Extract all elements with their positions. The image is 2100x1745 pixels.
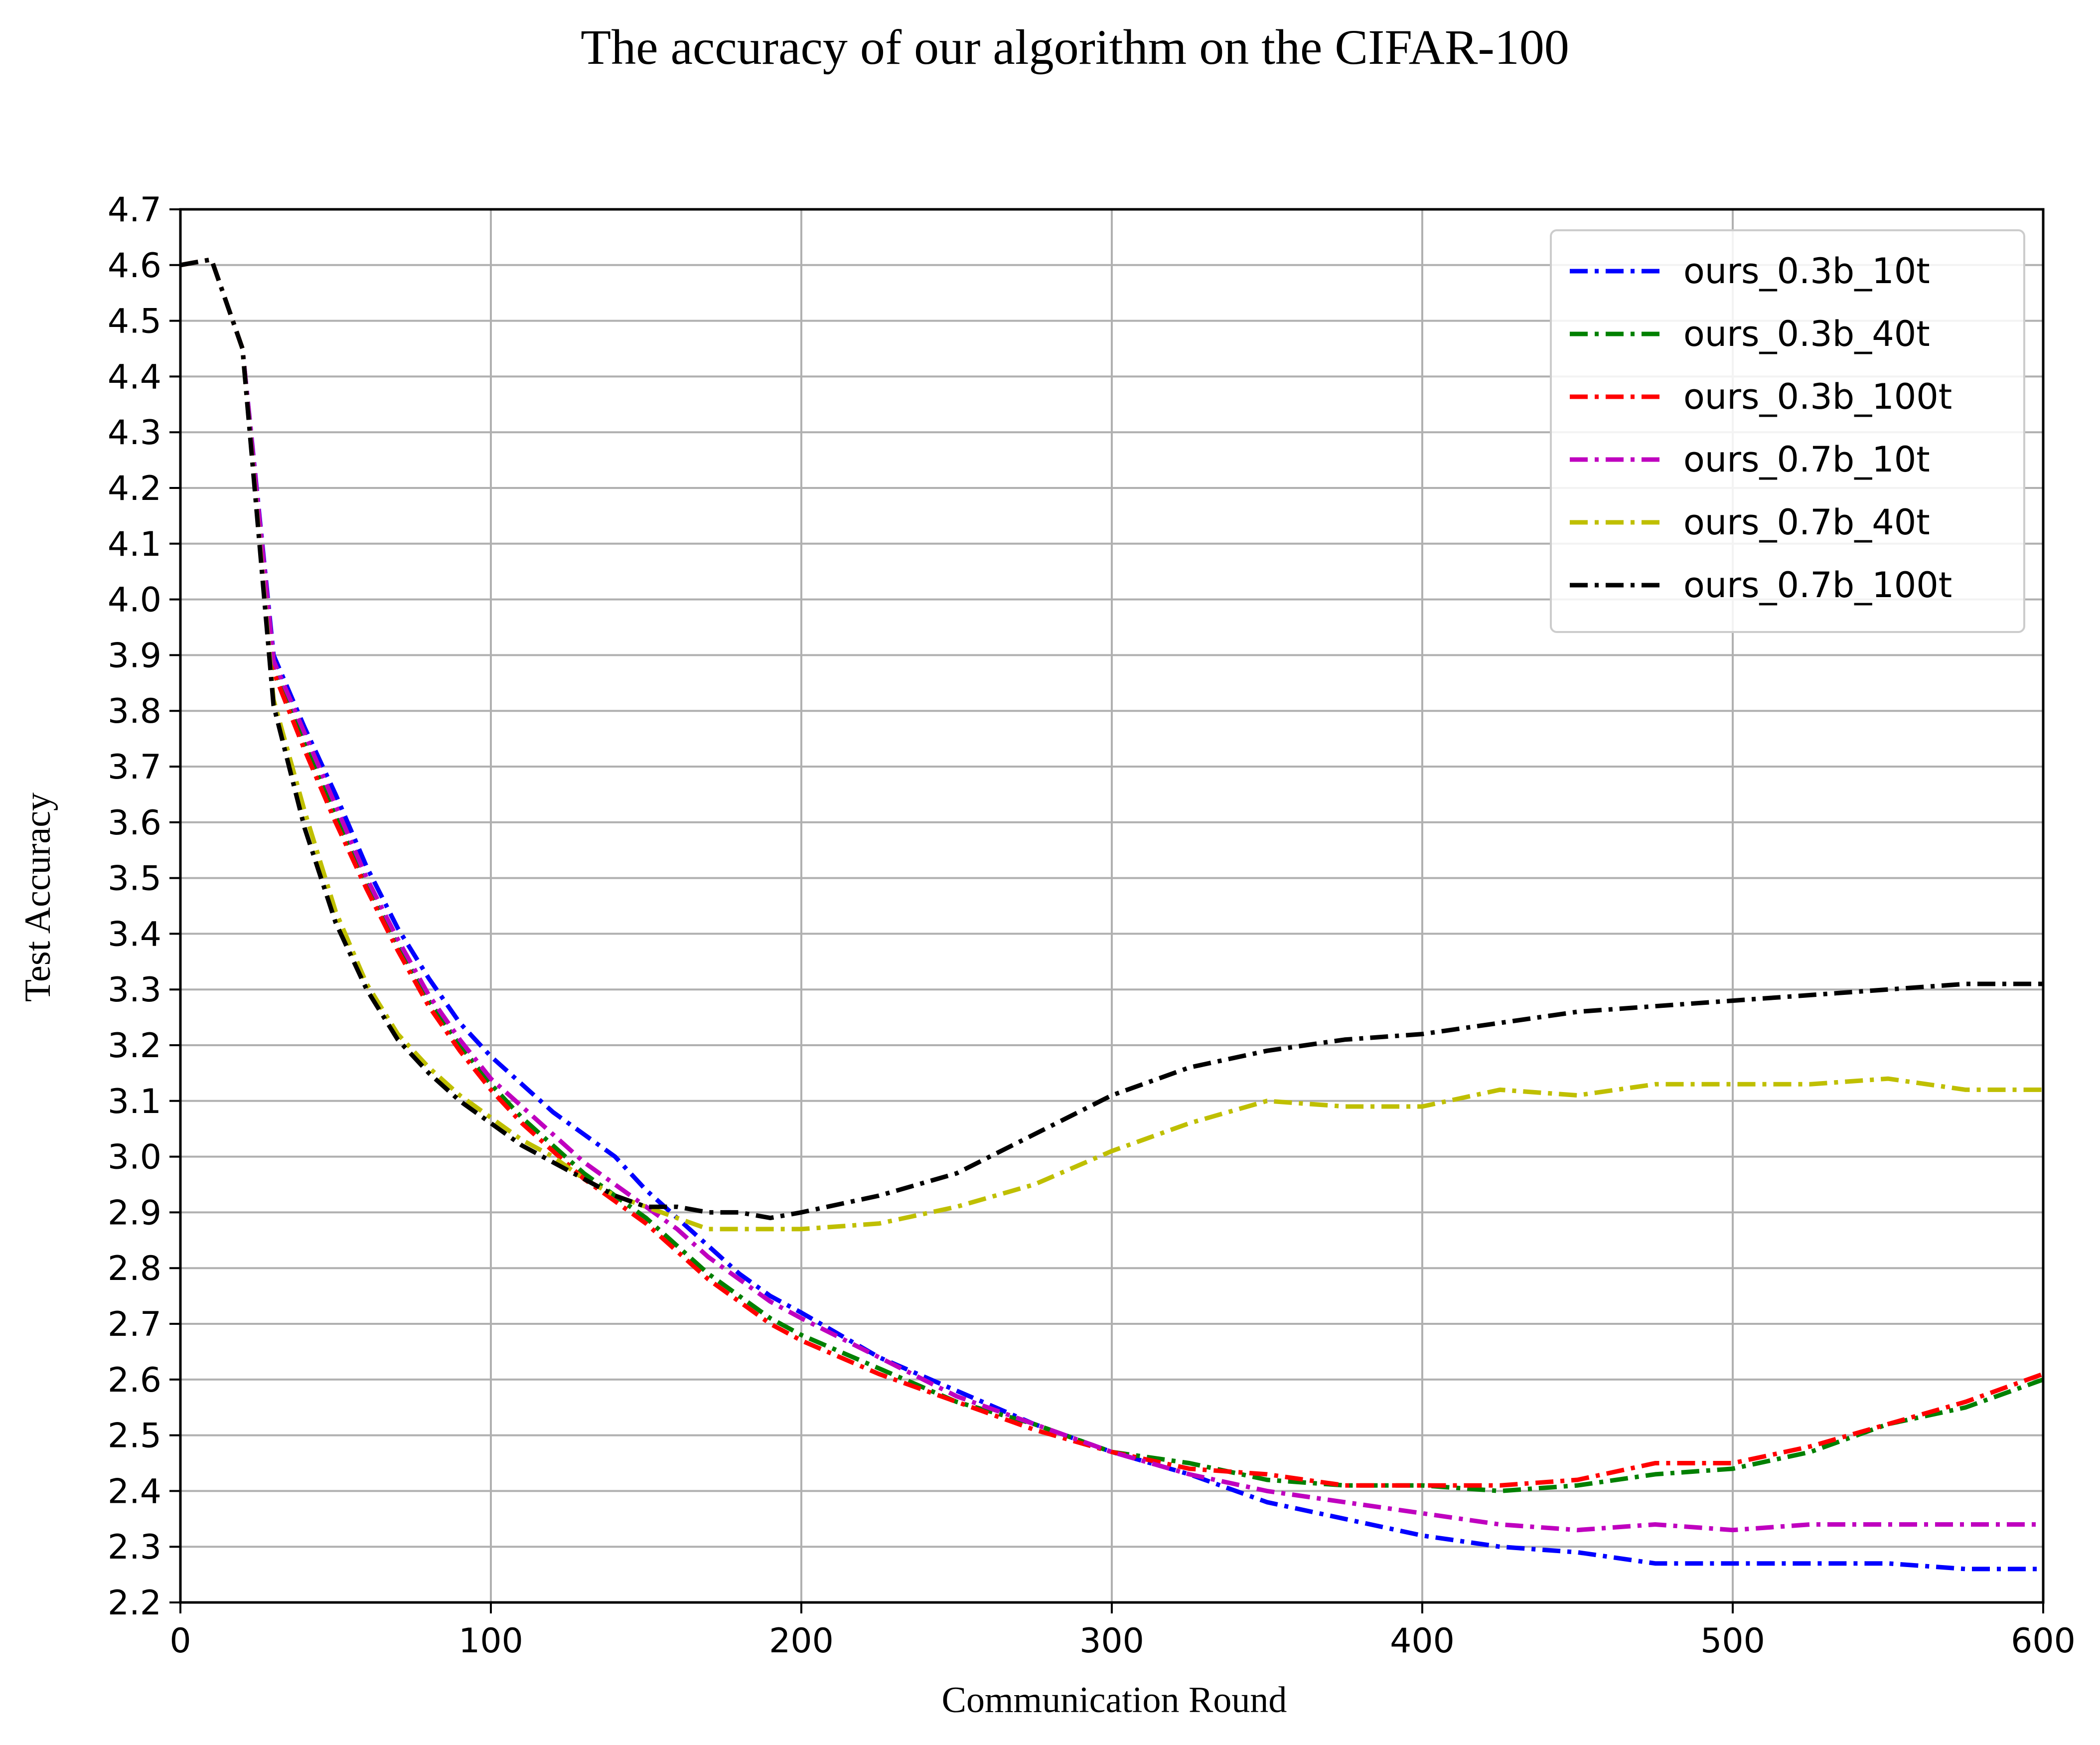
x-tick-label: 0 — [169, 1621, 191, 1661]
legend-label: ours_0.7b_10t — [1683, 439, 1930, 480]
plot-frame — [179, 208, 2045, 1604]
y-tick-label: 3.3 — [108, 970, 161, 1010]
y-tick-label: 2.3 — [108, 1528, 161, 1567]
y-tick-label: 3.6 — [108, 803, 161, 843]
y-tick-label: 3.2 — [108, 1026, 161, 1066]
x-tick-label: 400 — [1390, 1621, 1455, 1661]
legend-label: ours_0.7b_100t — [1683, 565, 1952, 606]
y-tick-label: 2.4 — [108, 1472, 161, 1511]
x-axis-label: Communication Round — [942, 1680, 1287, 1721]
y-tick-label: 2.8 — [108, 1249, 161, 1288]
y-tick-label: 4.5 — [108, 302, 161, 341]
x-tick-label: 300 — [1079, 1621, 1144, 1661]
y-tick-label: 2.2 — [108, 1584, 161, 1623]
y-tick-label: 3.1 — [108, 1082, 161, 1121]
legend-label: ours_0.3b_100t — [1683, 376, 1952, 417]
legend-label: ours_0.3b_10t — [1683, 251, 1930, 292]
y-tick-label: 3.5 — [108, 859, 161, 899]
series-line-ours_0.7b_10t — [180, 257, 2043, 1533]
y-tick-label: 3.0 — [108, 1138, 161, 1177]
series-line-ours_0.3b_10t — [180, 257, 2043, 1572]
y-tick-label: 3.9 — [108, 636, 161, 675]
x-axis-ticks: 0 100 200 300 400 500 600 — [169, 1602, 2076, 1661]
y-tick-label: 2.6 — [108, 1361, 161, 1400]
y-tick-label: 3.8 — [108, 692, 161, 731]
y-tick-label: 2.7 — [108, 1305, 161, 1344]
series-line-ours_0.3b_100t — [180, 257, 2044, 1488]
x-tick-label: 100 — [458, 1621, 523, 1661]
series-lines — [180, 257, 2044, 1572]
legend-box — [1550, 229, 2025, 633]
y-tick-label: 4.3 — [108, 413, 161, 453]
x-tick-label: 200 — [769, 1621, 834, 1661]
y-tick-label: 4.1 — [108, 525, 161, 564]
y-tick-label: 4.4 — [108, 357, 161, 397]
y-axis-ticks: 2.2 2.3 2.4 2.5 2.6 2.7 2.8 2.9 3.0 3.1 3.2 3.3 3.4 3… — [108, 190, 180, 1623]
x-tick-label: 600 — [2011, 1621, 2076, 1661]
y-tick-label: 4.6 — [108, 246, 161, 286]
y-tick-label: 3.4 — [108, 915, 161, 954]
y-tick-label: 4.0 — [108, 581, 161, 620]
y-tick-label: 2.5 — [108, 1417, 161, 1456]
legend-label: ours_0.3b_40t — [1683, 314, 1930, 354]
y-tick-label: 2.9 — [108, 1193, 161, 1233]
legend: ours_0.3b_10t ours_0.3b_40t ours_0.3b_100t… — [1550, 229, 2025, 633]
legend-label: ours_0.7b_40t — [1683, 502, 1930, 543]
y-tick-label: 3.7 — [108, 748, 161, 787]
series-line-ours_0.3b_40t — [180, 257, 2044, 1493]
x-tick-label: 500 — [1700, 1621, 1765, 1661]
y-tick-label: 4.2 — [108, 469, 161, 508]
y-axis-label: Test Accuracy — [17, 793, 58, 1002]
y-tick-label: 4.7 — [108, 190, 161, 230]
chart-title: The accuracy of our algorithm on the CIF… — [581, 19, 1569, 75]
